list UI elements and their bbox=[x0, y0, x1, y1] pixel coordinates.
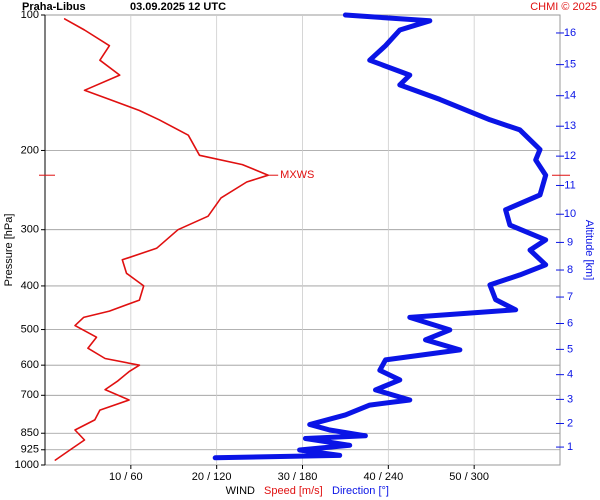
y2-tick-label: 16 bbox=[564, 27, 576, 39]
y2-tick-label: 12 bbox=[564, 150, 576, 162]
y2-tick-label: 8 bbox=[567, 264, 573, 276]
legend-direction: Direction [°] bbox=[332, 485, 389, 497]
y-tick-label: 1000 bbox=[15, 459, 39, 471]
direction-line bbox=[212, 12, 549, 461]
y-tick-label: 400 bbox=[21, 280, 39, 292]
credit: CHMI © 2025 bbox=[530, 1, 597, 13]
y-tick-label: 850 bbox=[21, 427, 39, 439]
x-tick-label: 10 / 60 bbox=[109, 471, 143, 483]
speed-line bbox=[54, 18, 270, 461]
chart-title: Praha-Libus bbox=[22, 1, 86, 13]
annotation: MXWS bbox=[280, 169, 314, 181]
chart-subtitle: 03.09.2025 12 UTC bbox=[130, 1, 226, 13]
y2-tick-label: 4 bbox=[567, 369, 573, 381]
y2-tick-label: 9 bbox=[567, 236, 573, 248]
y2-tick-label: 1 bbox=[567, 441, 573, 453]
y-tick-label: 100 bbox=[21, 9, 39, 21]
y-tick-label: 600 bbox=[21, 359, 39, 371]
y2-tick-label: 2 bbox=[567, 417, 573, 429]
y2-tick-label: 11 bbox=[564, 179, 575, 191]
y2-axis-label: Altitude [km] bbox=[583, 220, 595, 281]
legend-speed: Speed [m/s] bbox=[264, 485, 323, 497]
y2-tick-label: 6 bbox=[567, 317, 573, 329]
y2-tick-label: 10 bbox=[564, 208, 576, 220]
x-tick-label: 30 / 180 bbox=[278, 471, 318, 483]
x-tick-label: 20 / 120 bbox=[192, 471, 232, 483]
y-tick-label: 700 bbox=[21, 389, 39, 401]
x-tick-label: 40 / 240 bbox=[363, 471, 403, 483]
y-axis-label: Pressure [hPa] bbox=[3, 214, 15, 287]
y-tick-label: 200 bbox=[21, 144, 39, 156]
y2-tick-label: 14 bbox=[564, 90, 576, 102]
y2-tick-label: 5 bbox=[567, 343, 573, 355]
y2-tick-label: 13 bbox=[564, 120, 576, 132]
y2-tick-label: 7 bbox=[567, 291, 573, 303]
x-tick-label: 50 / 300 bbox=[449, 471, 489, 483]
x-axis-label: WIND bbox=[226, 485, 255, 497]
y-tick-label: 300 bbox=[21, 224, 39, 236]
y2-tick-label: 15 bbox=[564, 59, 576, 71]
y-tick-label: 925 bbox=[21, 444, 39, 456]
y-tick-label: 500 bbox=[21, 323, 39, 335]
y2-tick-label: 3 bbox=[567, 393, 573, 405]
